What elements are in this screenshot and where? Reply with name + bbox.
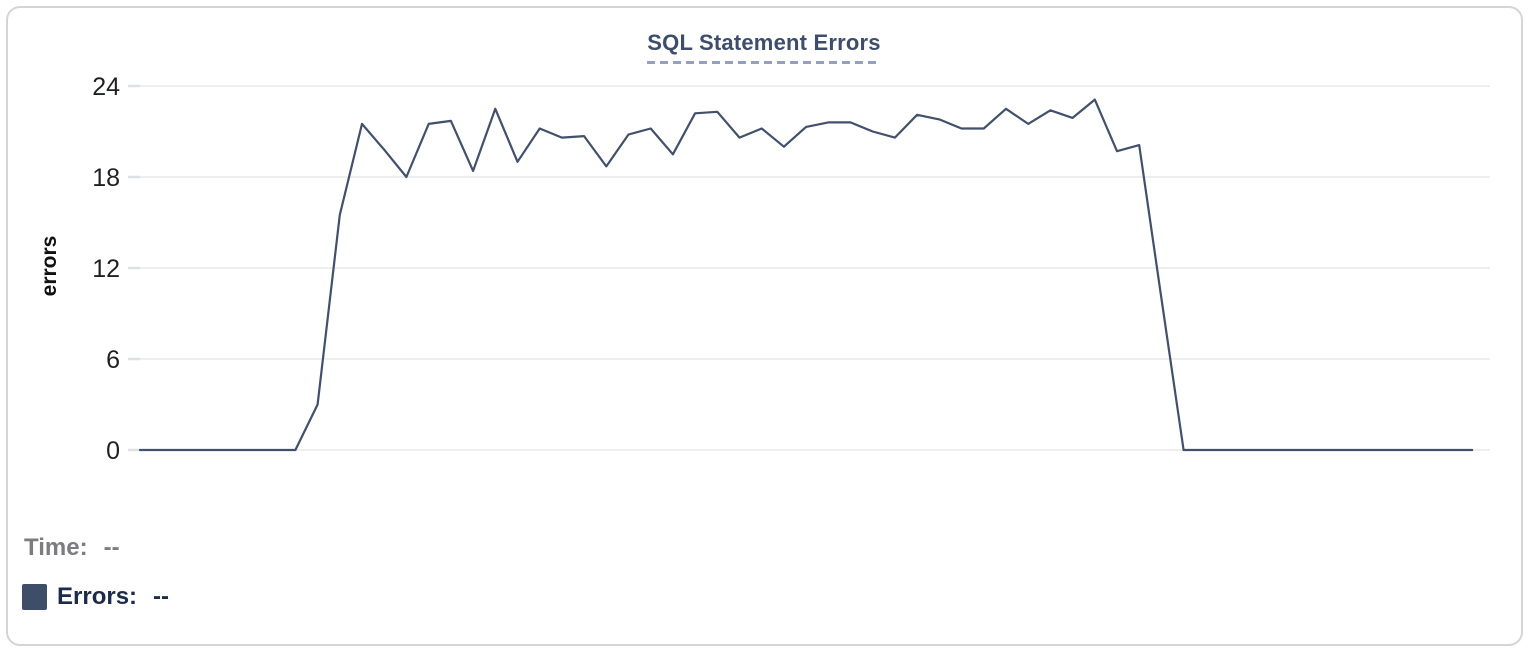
y-tick-label: 0 xyxy=(106,437,120,465)
time-value: -- xyxy=(103,534,120,561)
chart-card xyxy=(6,6,1523,646)
chart-title[interactable]: SQL Statement Errors xyxy=(647,30,882,64)
time-label: Time: xyxy=(24,534,88,561)
errors-chart[interactable]: 061218249:169:179:189:199:209:219:229:23… xyxy=(0,0,1528,505)
y-tick-label: 18 xyxy=(92,164,120,192)
errors-label: Errors: xyxy=(57,583,138,610)
y-tick-label: 12 xyxy=(92,255,120,283)
y-tick-label: 6 xyxy=(106,346,120,374)
errors-series-swatch xyxy=(22,584,47,610)
errors-value: -- xyxy=(153,583,170,610)
legend-errors-row: Errors: -- xyxy=(22,583,169,611)
series-line-errors xyxy=(138,98,1474,452)
readout-time: Time: -- xyxy=(24,534,120,562)
chart-header: SQL Statement Errors xyxy=(0,30,1528,64)
y-axis-label: errors xyxy=(38,236,61,297)
y-tick-label: 24 xyxy=(92,73,120,101)
